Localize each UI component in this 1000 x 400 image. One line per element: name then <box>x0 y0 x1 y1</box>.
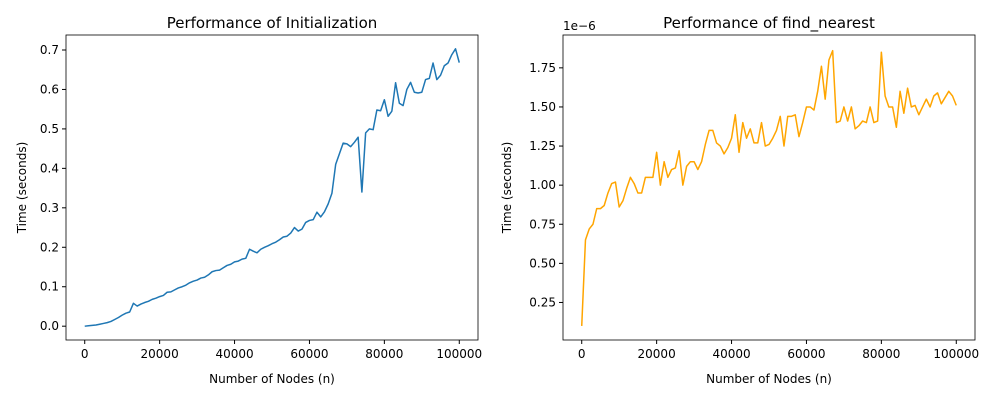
x-tick-label: 60000 <box>290 347 328 361</box>
x-tick-label: 80000 <box>365 347 403 361</box>
y-tick-label: 1.50 <box>529 100 556 114</box>
x-tick-label: 0 <box>81 347 89 361</box>
x-tick-label: 40000 <box>712 347 750 361</box>
x-axis-label: Number of Nodes (n) <box>706 372 832 386</box>
axes-frame <box>65 34 479 341</box>
chart-title: Performance of find_nearest <box>663 14 875 33</box>
x-tick-label: 100000 <box>933 347 979 361</box>
y-tick-label: 1.75 <box>529 61 556 75</box>
x-tick-label: 0 <box>578 347 586 361</box>
chart-title: Performance of Initialization <box>167 14 378 32</box>
y-axis-label: Time (seconds) <box>500 142 514 235</box>
y-tick-label: 1.25 <box>529 139 556 153</box>
x-tick-label: 100000 <box>436 347 482 361</box>
y-tick-label: 0.0 <box>40 319 59 333</box>
axes-frame <box>562 34 976 341</box>
y-tick-label: 0.7 <box>40 43 59 57</box>
y-tick-label: 0.6 <box>40 82 59 96</box>
y-tick-label: 0.1 <box>40 280 59 294</box>
x-tick-label: 40000 <box>215 347 253 361</box>
offset-text: 1e−6 <box>563 19 596 33</box>
y-tick-label: 0.5 <box>40 122 59 136</box>
x-tick-label: 60000 <box>787 347 825 361</box>
x-tick-label: 80000 <box>862 347 900 361</box>
y-tick-label: 0.50 <box>529 256 556 270</box>
y-tick-label: 1.00 <box>529 178 556 192</box>
y-tick-label: 0.2 <box>40 240 59 254</box>
data-line <box>580 49 957 326</box>
y-tick-label: 0.3 <box>40 201 59 215</box>
data-line <box>84 48 460 327</box>
y-axis-label: Time (seconds) <box>15 142 29 235</box>
y-tick-label: 0.75 <box>529 217 556 231</box>
x-axis-label: Number of Nodes (n) <box>209 372 335 386</box>
x-tick-label: 20000 <box>638 347 676 361</box>
y-tick-label: 0.4 <box>40 161 59 175</box>
x-tick-label: 20000 <box>141 347 179 361</box>
y-tick-label: 0.25 <box>529 295 556 309</box>
